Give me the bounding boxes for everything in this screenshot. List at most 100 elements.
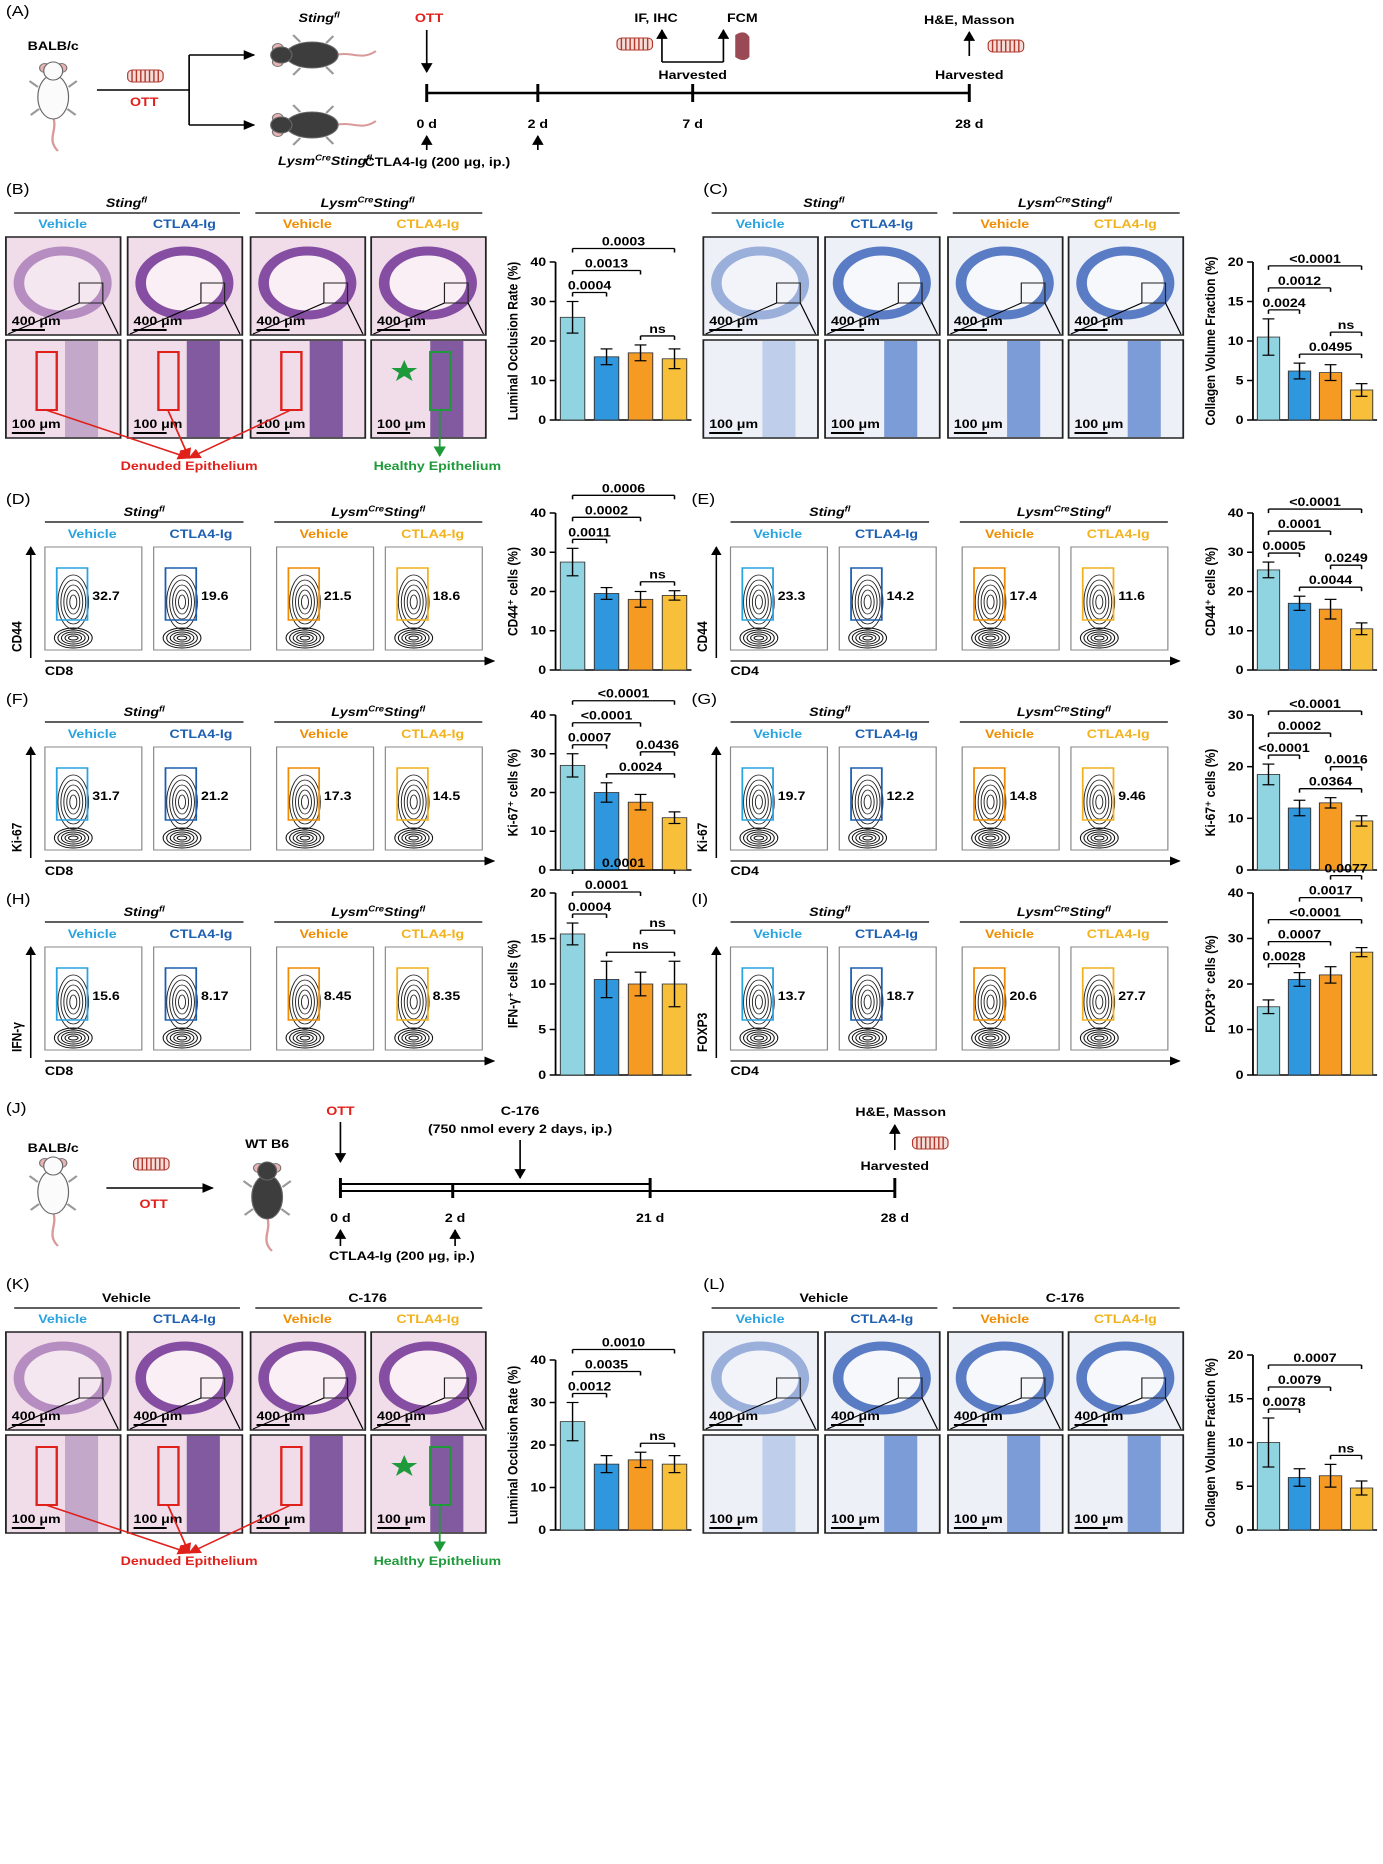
y-tick-label: 10 [1228,811,1244,825]
text-part: Sting [384,505,419,519]
y-tick-label: 10 [1228,1436,1244,1450]
text-part: Sting [809,905,844,919]
y-tick-label: 10 [530,977,546,991]
tissue-band [309,1436,343,1532]
limb [67,80,78,88]
contour-line [394,827,434,849]
text-part: Sting [124,705,159,719]
significance-label: 0.0044 [1309,573,1353,587]
scale-label: 100 μm [954,1512,1003,1526]
day-label: 7 d [682,117,702,131]
y-tick-label: 0 [538,1523,546,1537]
contour-line [1092,589,1107,615]
zoom-box [323,1377,349,1399]
y-tick-label: 0 [538,1068,546,1082]
annotation-arrow [188,409,292,459]
head [43,1156,64,1176]
contour-line [285,1027,325,1049]
airway-wall [13,1341,112,1415]
group-label: CTLA4-Ig [1087,727,1150,741]
zoom-line [129,1397,202,1430]
contour-line [400,979,427,1025]
text-part: Lysm [331,505,368,519]
contour-line [742,1029,775,1047]
significance-label: ns [632,938,649,952]
contour-line [746,631,772,645]
zoom-box [78,1377,104,1399]
y-tick-label: 0 [1236,863,1244,877]
limb [292,137,302,146]
gate [1081,967,1115,1021]
panel-label: (K) [6,1276,30,1292]
significance-label: 0.0035 [585,1358,628,1372]
contour-line [166,829,198,847]
significance-label: 0.0001 [585,878,628,892]
text-part: Vehicle [102,1291,151,1305]
y-tick-label: 30 [1228,932,1244,946]
scale-label: 400 μm [831,314,880,328]
contour-line [173,633,191,643]
contour-line [858,1033,877,1043]
y-tick-label: 0 [1236,1523,1244,1537]
contour-line [754,594,763,610]
contour-line [1086,631,1112,645]
contour-line [985,835,996,841]
panel-label: (A) [6,3,30,19]
group-label: CTLA4-Ig [401,727,464,741]
group-header: Stingfl [803,195,845,210]
bar [559,316,586,421]
tissue-band [1127,341,1161,437]
group-header: Stingfl [124,504,166,519]
text-part: Sting [124,505,159,519]
gate-value: 8.35 [433,989,461,1003]
contour [1079,974,1119,1049]
contour [1079,574,1119,649]
gate-value: 21.5 [324,589,352,603]
airway-wall [832,246,931,320]
group-label: Vehicle [68,727,117,741]
limb [28,80,39,88]
mouse-icon [28,61,78,152]
tissue-icon [132,1157,170,1171]
contour-line [1095,794,1104,810]
scale-label: 100 μm [377,1512,426,1526]
contour-line [289,774,321,830]
group-label: Vehicle [38,217,87,231]
drug-label: C-176 [501,1104,540,1118]
zoom-line [950,302,1022,335]
airway-wall [1076,246,1175,320]
contour-line [1083,1029,1116,1047]
group-label: CTLA4-Ig [396,217,459,231]
bar [1318,802,1343,871]
contour-line [862,635,873,641]
micrograph [5,339,122,439]
zoom-line [921,302,938,335]
contour-line [401,1031,427,1045]
zoom-line [1044,1397,1061,1430]
contour-line [1095,994,1104,1010]
significance-label: ns [649,568,666,582]
tail [335,50,377,57]
annotation-arrow [188,1504,292,1554]
significance-label: 0.0495 [1309,340,1352,354]
panel-label: (J) [6,1100,27,1116]
gate [396,767,429,821]
y-tick-label: 20 [530,334,546,348]
contour [162,574,202,649]
contour-line [981,833,1000,843]
assay-label: H&E, Masson [924,13,1015,27]
panel-label: (F) [6,691,29,707]
contour-line [404,633,423,643]
zoom-line [129,302,202,335]
superscript: Cre [368,704,384,713]
contour-line [751,789,766,815]
significance-label: 0.0004 [568,900,612,914]
group-label: CTLA4-Ig [855,727,918,741]
limb [29,1203,40,1211]
contour-line [753,635,765,641]
x-axis-label: CD8 [45,664,73,678]
significance-label: 0.0012 [1278,274,1321,288]
micrograph [126,339,244,439]
contour-line [406,589,421,615]
